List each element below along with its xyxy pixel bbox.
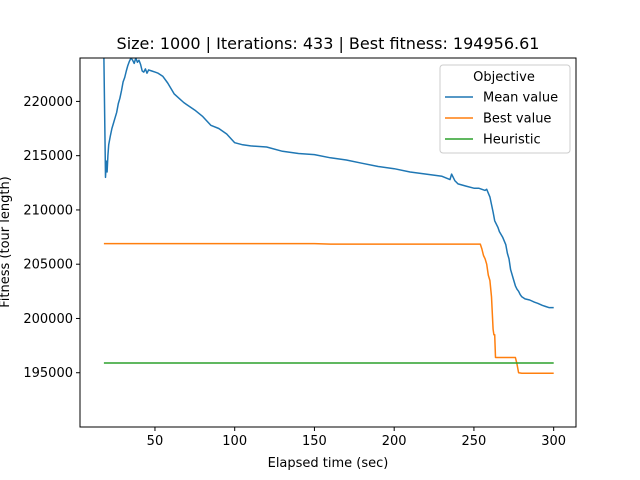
- x-tick-label-1: 100: [222, 434, 247, 449]
- x-tick-label-2: 150: [302, 434, 327, 449]
- chart-title: Size: 1000 | Iterations: 433 | Best fitn…: [117, 34, 540, 53]
- x-tick-label-0: 50: [147, 434, 164, 449]
- legend: Objective Mean value Best value Heuristic: [439, 64, 571, 154]
- legend-label-0: Mean value: [483, 91, 558, 106]
- series-line-1: [103, 242, 554, 374]
- y-tick-label-1: 200000: [23, 312, 73, 327]
- x-tick-label-4: 250: [462, 434, 487, 449]
- x-axis: 50 100 150 200 250 300: [147, 427, 566, 449]
- legend-label-2: Heuristic: [483, 133, 541, 148]
- x-tick-label-3: 200: [382, 434, 407, 449]
- legend-label-1: Best value: [483, 112, 551, 127]
- y-axis-label: Fitness (tour length): [0, 176, 13, 308]
- y-tick-label-4: 215000: [23, 149, 73, 164]
- plot-frame: [79, 57, 577, 428]
- legend-box: [439, 64, 571, 154]
- series-line-0: [103, 58, 554, 309]
- x-axis-label: Elapsed time (sec): [268, 456, 389, 471]
- x-tick-label-5: 300: [541, 434, 566, 449]
- y-tick-label-5: 220000: [23, 95, 73, 110]
- legend-title: Objective: [473, 70, 535, 85]
- y-tick-label-0: 195000: [23, 366, 73, 381]
- y-axis: 195000 200000 205000 210000 215000 220000: [23, 95, 80, 381]
- y-tick-label-2: 205000: [23, 258, 73, 273]
- y-tick-label-3: 210000: [23, 203, 73, 218]
- series-layer: [103, 58, 554, 374]
